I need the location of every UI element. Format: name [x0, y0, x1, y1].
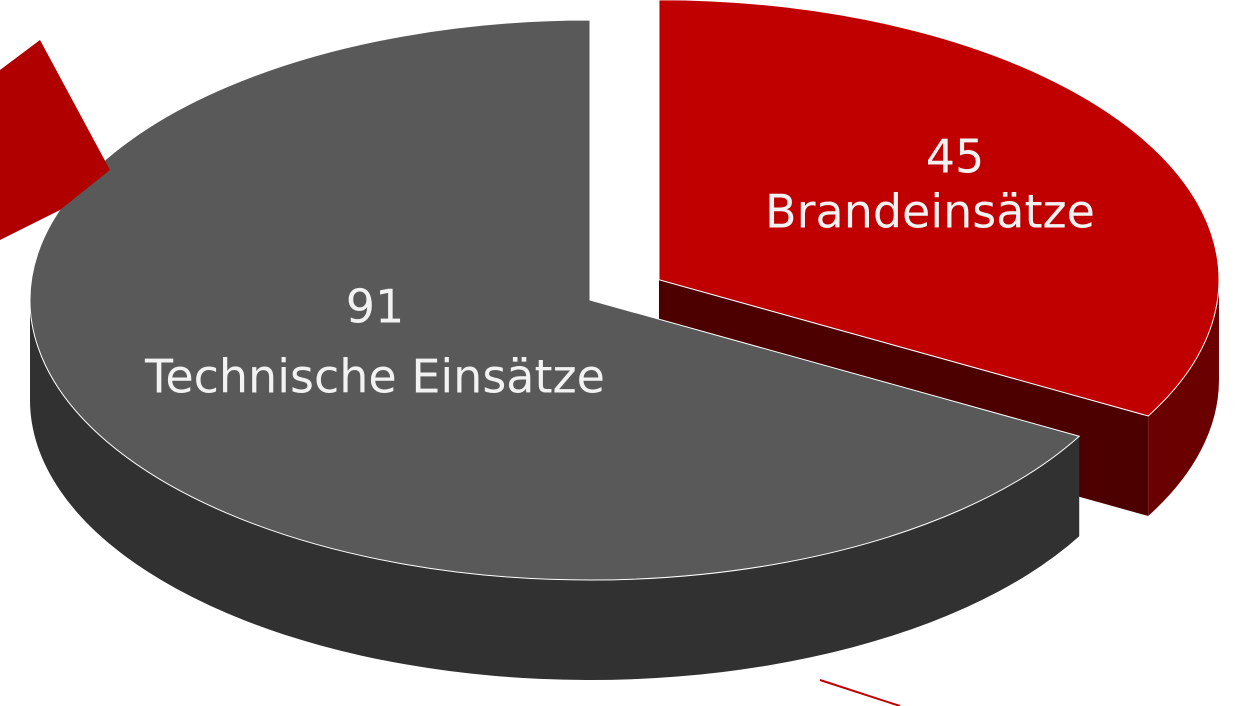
data-label: Brandeinsätze [765, 185, 1095, 239]
data-label: Technische Einsätze [144, 350, 605, 404]
data-label: 45 [926, 130, 985, 184]
slice-side [30, 300, 1080, 680]
data-label: 91 [346, 280, 405, 334]
pie [29, 0, 1220, 680]
partial-slice [0, 40, 110, 240]
slice-side [1148, 279, 1219, 516]
slice [658, 0, 1220, 417]
leader-line [819, 679, 901, 706]
slice [29, 19, 1081, 581]
